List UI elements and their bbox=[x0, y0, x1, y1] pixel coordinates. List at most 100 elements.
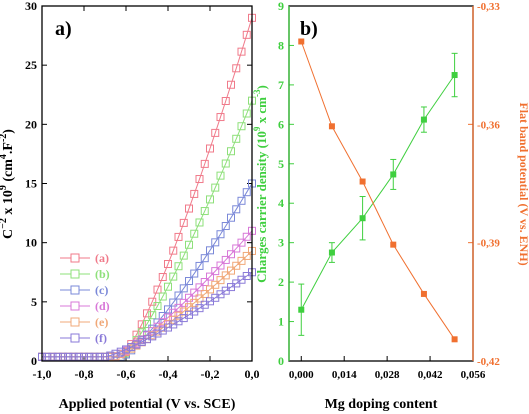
flat-band-series bbox=[298, 38, 458, 343]
panel-a-data-marker bbox=[190, 189, 199, 198]
panel-a-data-marker bbox=[111, 349, 120, 358]
panel-a-x-tick-label: -0,6 bbox=[117, 367, 136, 381]
panel-a-data-marker bbox=[174, 262, 183, 271]
carrier-density-marker bbox=[420, 116, 427, 123]
panel-a-data-marker bbox=[179, 251, 188, 260]
panel-a-data-marker bbox=[221, 271, 230, 280]
panel-a-data-marker bbox=[206, 144, 214, 153]
panel-b-x-tick-label: 0,014 bbox=[332, 369, 357, 381]
panel-a-data-marker bbox=[232, 134, 241, 143]
panel-a-data-marker bbox=[106, 351, 115, 360]
panel-a-data-marker bbox=[242, 109, 251, 118]
panel-a-data-marker bbox=[216, 171, 225, 180]
panel-b-right-tick-labels: -0,42 -0,39 -0,36 -0,33 bbox=[477, 1, 500, 368]
panel-a-series bbox=[38, 268, 256, 361]
panel-a-data-marker bbox=[116, 347, 125, 356]
panel-a-data-marker bbox=[153, 302, 162, 311]
panel-a-data-marker bbox=[242, 251, 251, 260]
panel-a-data-marker bbox=[169, 272, 178, 281]
panel-a-data-marker bbox=[148, 311, 157, 320]
panel-a-data-marker bbox=[211, 128, 220, 137]
panel-a-x-tick-label: -0,8 bbox=[75, 367, 94, 381]
panel-a-data-marker bbox=[164, 260, 172, 269]
panel-a-legend: (a) (b) (c) (d) (e) (f) bbox=[60, 251, 110, 345]
panel-a-legend-marker bbox=[70, 285, 80, 295]
panel-a-data-marker bbox=[221, 159, 230, 168]
panel-a-data-marker bbox=[127, 343, 136, 352]
panel-a-data-marker bbox=[232, 64, 241, 73]
panel-b-x-tick-labels: 0,000 0,014 0,028 0,042 0,056 bbox=[289, 369, 486, 381]
panel-a-data-marker bbox=[185, 303, 193, 312]
panel-a-data-marker bbox=[143, 335, 151, 344]
panel-a-legend-label: (d) bbox=[95, 299, 110, 313]
panel-a-data-marker bbox=[174, 291, 183, 300]
panel-b-left-tick-label: 9 bbox=[278, 0, 284, 13]
panel-a-data-marker bbox=[158, 312, 167, 321]
panel-a-data-marker bbox=[237, 256, 246, 265]
panel-a-data-marker bbox=[137, 320, 146, 329]
panel-a-data-marker bbox=[221, 255, 230, 264]
panel-a-label: a) bbox=[55, 18, 72, 40]
panel-a-y-tick-label: 30 bbox=[25, 0, 37, 13]
panel-a-data-marker bbox=[221, 222, 230, 231]
panel-b-x-axis-label: Mg doping content bbox=[325, 397, 438, 412]
panel-a-data-marker bbox=[206, 272, 214, 281]
panel-a-x-tick-label: -0,2 bbox=[201, 367, 220, 381]
panel-b-left-tick-label: 0 bbox=[278, 354, 284, 368]
panel-a-data-marker bbox=[169, 246, 178, 255]
carrier-density-marker bbox=[298, 306, 305, 313]
flat-band-marker bbox=[328, 123, 335, 130]
panel-a-data-marker bbox=[200, 278, 209, 287]
panel-b-right-axis-label: Flat band potential (V vs. ENH) bbox=[517, 102, 529, 265]
panel-a-y-tick-labels: 0 5 10 15 20 25 30 bbox=[25, 0, 37, 368]
panel-a-data-marker bbox=[153, 318, 162, 327]
carrier-density-marker bbox=[328, 249, 335, 256]
panel-b-x-tick-label: 0,028 bbox=[375, 369, 400, 381]
carrier-density-marker bbox=[451, 72, 458, 79]
panel-a-legend-marker bbox=[70, 317, 80, 327]
panel-a-legend-label: (b) bbox=[95, 267, 110, 281]
flat-band-marker bbox=[451, 336, 458, 343]
panel-a-data-marker bbox=[232, 205, 241, 214]
panel-a-legend-label: (f) bbox=[95, 331, 107, 345]
panel-a-y-axis-label: C−2 x 109 (cm4.F-2) bbox=[0, 129, 16, 239]
panel-b-left-tick-label: 1 bbox=[278, 315, 284, 329]
panel-b-x-tick-label: 0,000 bbox=[289, 369, 314, 381]
panel-b-plot-frame bbox=[288, 5, 474, 362]
panel-a-series-group bbox=[38, 13, 256, 361]
panel-a-data-marker bbox=[185, 204, 193, 213]
panel-a-data-marker bbox=[216, 113, 225, 122]
panel-a-data-marker bbox=[185, 293, 193, 302]
panel-a-data-marker bbox=[195, 283, 204, 292]
panel-a-data-marker bbox=[242, 188, 251, 197]
panel-a-data-marker bbox=[200, 159, 209, 168]
panel-a-data-marker bbox=[211, 280, 220, 289]
panel-a-data-marker bbox=[185, 277, 193, 286]
panel-a-data-marker bbox=[206, 195, 214, 204]
panel-a-data-marker bbox=[237, 196, 246, 205]
panel-b-right-tick-label: -0,36 bbox=[477, 119, 500, 131]
panel-a-data-marker bbox=[190, 269, 199, 278]
panel-b-left-tick-label: 7 bbox=[278, 78, 284, 92]
panel-a-data-marker bbox=[158, 292, 167, 301]
panel-a-series-line bbox=[42, 271, 253, 358]
panel-a-data-marker bbox=[174, 311, 183, 320]
panel-b-left-tick-label: 5 bbox=[278, 157, 284, 171]
panel-a-y-tick-label: 20 bbox=[25, 117, 37, 131]
panel-a-data-marker bbox=[148, 297, 157, 306]
panel-a-data-marker bbox=[164, 282, 172, 291]
panel-a-legend-marker bbox=[70, 333, 80, 343]
panel-a-data-marker bbox=[179, 218, 188, 227]
flat-band-line bbox=[300, 41, 456, 340]
panel-b-chart: b) 0,000 0,014 0,028 0,042 0,056 0123456789 … bbox=[252, 0, 529, 412]
carrier-density-series bbox=[298, 52, 458, 336]
panel-b-left-tick-labels: 0 1 2 3 4 5 6 7 8 9 bbox=[278, 0, 284, 368]
panel-a-legend-marker bbox=[70, 269, 80, 279]
panel-a-data-marker bbox=[227, 147, 235, 156]
panel-a-legend-label: (c) bbox=[95, 283, 108, 297]
panel-a-data-marker bbox=[216, 261, 225, 270]
panel-a-data-marker bbox=[227, 266, 235, 275]
panel-a-y-tick-label: 0 bbox=[31, 354, 37, 368]
panel-b-left-tick-label: 6 bbox=[278, 117, 284, 131]
panel-a-data-marker bbox=[216, 276, 225, 285]
